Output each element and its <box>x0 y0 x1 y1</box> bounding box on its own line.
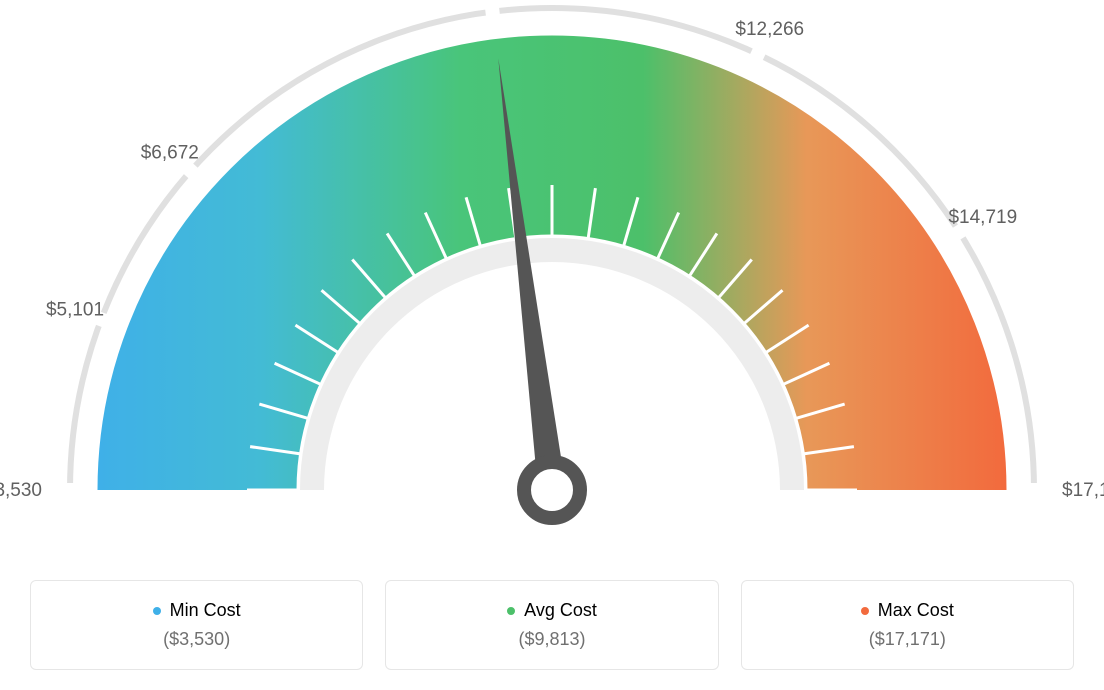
legend-min-card: Min Cost ($3,530) <box>30 580 363 670</box>
legend-avg-title: Avg Cost <box>507 600 597 621</box>
legend-min-title: Min Cost <box>153 600 241 621</box>
svg-text:$12,266: $12,266 <box>735 19 804 40</box>
legend-min-label: Min Cost <box>170 600 241 621</box>
gauge-chart-container: $3,530$5,101$6,672$9,813$12,266$14,719$1… <box>0 0 1104 690</box>
gauge-area: $3,530$5,101$6,672$9,813$12,266$14,719$1… <box>0 0 1104 560</box>
legend-min-value: ($3,530) <box>163 629 230 650</box>
gauge-svg: $3,530$5,101$6,672$9,813$12,266$14,719$1… <box>0 0 1104 560</box>
legend-row: Min Cost ($3,530) Avg Cost ($9,813) Max … <box>0 560 1104 670</box>
legend-max-dot <box>861 607 869 615</box>
legend-max-label: Max Cost <box>878 600 954 621</box>
svg-text:$14,719: $14,719 <box>948 207 1017 228</box>
legend-min-dot <box>153 607 161 615</box>
legend-avg-label: Avg Cost <box>524 600 597 621</box>
svg-text:$5,101: $5,101 <box>46 299 104 320</box>
legend-max-title: Max Cost <box>861 600 954 621</box>
legend-avg-dot <box>507 607 515 615</box>
svg-text:$17,171: $17,171 <box>1062 480 1104 501</box>
svg-text:$3,530: $3,530 <box>0 480 42 501</box>
legend-avg-card: Avg Cost ($9,813) <box>385 580 718 670</box>
legend-max-card: Max Cost ($17,171) <box>741 580 1074 670</box>
legend-max-value: ($17,171) <box>869 629 946 650</box>
legend-avg-value: ($9,813) <box>518 629 585 650</box>
svg-text:$6,672: $6,672 <box>141 142 199 163</box>
